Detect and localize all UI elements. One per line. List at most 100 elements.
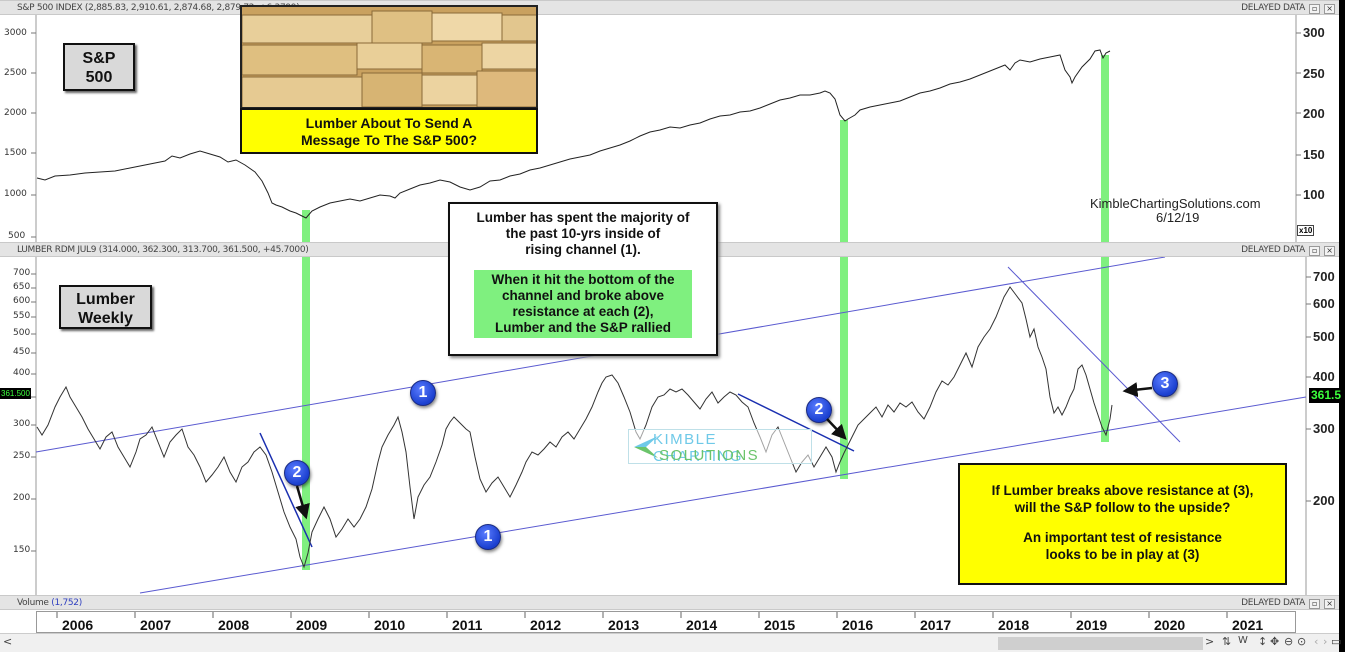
marker-1-lower: 1 xyxy=(475,524,501,550)
time-axis-ticks xyxy=(56,612,1228,618)
lumber-axis-left-600: 600 xyxy=(13,296,31,306)
lumber-axis-left-150: 150 xyxy=(13,545,31,555)
kimble-logo-line2: SOLUTIONS xyxy=(659,447,760,464)
panel-icon[interactable]: ▭ xyxy=(1331,635,1342,648)
vertical-scale-icon[interactable]: ↕ xyxy=(1258,635,1268,648)
rally-line2: channel and broke above xyxy=(501,288,665,303)
kimble-logo-icon xyxy=(634,436,658,458)
bottom-toolbar: < > ⇅ W ↕ ✥ ⊖ ⊙ ‹ › ▭ xyxy=(0,633,1342,652)
sp-plot xyxy=(31,15,1301,242)
year-2016: 2016 xyxy=(842,617,874,633)
title-callout: Lumber About To Send A Message To The S&… xyxy=(240,108,538,154)
scroll-left-button[interactable]: < xyxy=(3,635,13,648)
year-2012: 2012 xyxy=(530,617,562,633)
next-icon[interactable]: › xyxy=(1323,635,1328,648)
scroll-right-button[interactable]: > xyxy=(1205,635,1215,648)
horizontal-scrollbar[interactable] xyxy=(998,637,1203,650)
year-2013: 2013 xyxy=(608,617,640,633)
volume-value: (1,752) xyxy=(51,598,82,608)
marker-3: 3 xyxy=(1152,371,1178,397)
lumber-photo xyxy=(240,5,538,109)
sp-delayed-label: DELAYED DATA xyxy=(1241,3,1305,13)
sp-axis-right-300: 300 xyxy=(1303,25,1325,40)
sp-header-text: S&P 500 INDEX (2,885.83, 2,910.61, 2,874… xyxy=(17,3,300,13)
marker-2-2008: 2 xyxy=(284,460,310,486)
lumber-axis-right-700: 700 xyxy=(1313,269,1335,284)
lumber-axis-left-300: 300 xyxy=(13,419,31,429)
maximize-icon[interactable]: ▫ xyxy=(1309,246,1320,256)
zoom-out-icon[interactable]: ⊖ xyxy=(1284,635,1294,648)
lumber-axis-right-500: 500 xyxy=(1313,329,1335,344)
lumber-delayed-label: DELAYED DATA xyxy=(1241,245,1305,255)
sp-axis-left-1500: 1500 xyxy=(4,148,27,158)
lumber-axis-left-700: 700 xyxy=(13,268,31,278)
year-2018: 2018 xyxy=(998,617,1030,633)
sp-label-box: S&P 500 xyxy=(63,43,135,91)
rally-line3: resistance at each (2), xyxy=(512,304,654,319)
year-2011: 2011 xyxy=(452,617,483,633)
sp-axis-right-150: 150 xyxy=(1303,147,1325,162)
volume-label: Volume xyxy=(17,598,49,608)
rally-callout: When it hit the bottom of the channel an… xyxy=(474,270,692,338)
maximize-icon[interactable]: ▫ xyxy=(1309,4,1320,14)
watermark-site: KimbleChartingSolutions.com xyxy=(1090,196,1261,211)
lumber-axis-left-500: 500 xyxy=(13,328,31,338)
sp-axis-left-2500: 2500 xyxy=(4,68,27,78)
maximize-icon[interactable]: ▫ xyxy=(1309,599,1320,609)
lumber-last-price-left: 361.500 xyxy=(0,388,31,399)
year-2010: 2010 xyxy=(374,617,406,633)
year-2008: 2008 xyxy=(218,617,250,633)
sp-axis-right-200: 200 xyxy=(1303,106,1325,121)
channel-annotation: Lumber has spent the majority of the pas… xyxy=(448,202,718,356)
year-2019: 2019 xyxy=(1076,617,1108,633)
title-line1: Lumber About To Send A xyxy=(305,115,473,131)
year-2009: 2009 xyxy=(296,617,328,633)
question-line2: will the S&P follow to the upside? xyxy=(1014,500,1231,515)
volume-delayed-label: DELAYED DATA xyxy=(1241,598,1305,608)
close-icon[interactable]: × xyxy=(1324,246,1335,256)
time-axis: 2006 2007 2008 2009 2010 2011 2012 2013 … xyxy=(36,611,1296,633)
zoom-in-icon[interactable]: ⊙ xyxy=(1297,635,1307,648)
year-2006: 2006 xyxy=(62,617,94,633)
lumber-label-box: Lumber Weekly xyxy=(59,285,152,329)
kimble-logo-line1: KIMBLE CHARTING xyxy=(653,431,744,465)
sp-pane-header: S&P 500 INDEX (2,885.83, 2,910.61, 2,874… xyxy=(0,0,1339,15)
prev-icon[interactable]: ‹ xyxy=(1314,635,1319,648)
lumber-label-line2: Weekly xyxy=(78,310,133,327)
sp-axis-right-100: 100 xyxy=(1303,187,1325,202)
lumber-last-price-right: 361.5 xyxy=(1309,388,1344,403)
annotation-line2: the past 10-yrs inside of xyxy=(505,226,661,241)
question-line4: looks to be in play at (3) xyxy=(1045,547,1200,562)
lumber-axis-right-200: 200 xyxy=(1313,493,1335,508)
year-2015: 2015 xyxy=(764,617,796,633)
sp-axis-left-1000: 1000 xyxy=(4,189,27,199)
year-2017: 2017 xyxy=(920,617,952,633)
lumber-axis-left-450: 450 xyxy=(13,347,31,357)
weekly-period-button[interactable]: W xyxy=(1238,635,1248,646)
watermark-date: 6/12/19 xyxy=(1156,210,1200,225)
refresh-icon[interactable]: ⇅ xyxy=(1222,635,1232,648)
multiplier-badge: x10 xyxy=(1297,225,1315,236)
sp-axis-left-2000: 2000 xyxy=(4,108,27,118)
sp-axis-left-500: 500 xyxy=(8,231,26,241)
lumber-stack-image xyxy=(242,7,536,107)
move-icon[interactable]: ✥ xyxy=(1270,635,1280,648)
close-icon[interactable]: × xyxy=(1324,4,1335,14)
sp-axis-left-3000: 3000 xyxy=(4,28,27,38)
year-2014: 2014 xyxy=(686,617,718,633)
kimble-logo: KIMBLE CHARTING SOLUTIONS xyxy=(628,429,812,465)
sp-axis-right-250: 250 xyxy=(1303,66,1325,81)
lumber-axis-left-200: 200 xyxy=(13,493,31,503)
title-line2: Message To The S&P 500? xyxy=(300,132,478,148)
marker-1-upper: 1 xyxy=(410,380,436,406)
close-icon[interactable]: × xyxy=(1324,599,1335,609)
question-line3: An important test of resistance xyxy=(1023,530,1222,545)
annotation-line3: rising channel (1). xyxy=(525,242,641,257)
lumber-axis-right-300: 300 xyxy=(1313,421,1335,436)
lumber-axis-left-400: 400 xyxy=(13,368,31,378)
resistance-question-callout: If Lumber breaks above resistance at (3)… xyxy=(958,463,1287,585)
question-line1: If Lumber breaks above resistance at (3)… xyxy=(991,483,1254,498)
sp-label-line1: S&P xyxy=(82,50,116,67)
year-2007: 2007 xyxy=(140,617,172,633)
